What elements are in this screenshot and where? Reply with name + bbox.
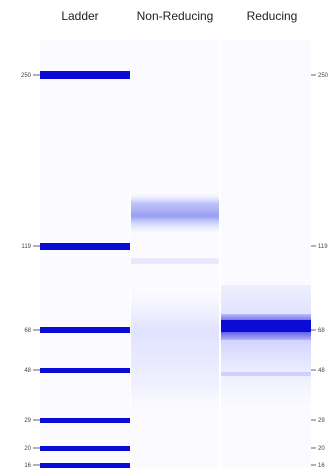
- right-axis: 250 119 68 48 29 20 16: [311, 73, 329, 469]
- right-tick-68: 68: [318, 328, 325, 334]
- lane-label-ladder: Ladder: [61, 9, 98, 23]
- ladder-band-29: [40, 418, 130, 423]
- ladder-band-20: [40, 446, 130, 451]
- left-axis: 250 119 68 48 29 20 16: [21, 73, 40, 469]
- ladder-band-119: [40, 243, 130, 250]
- reducing-faint-band: [221, 372, 311, 376]
- lane-label-reducing: Reducing: [247, 9, 298, 23]
- ladder-band-250: [40, 71, 130, 79]
- left-tick-250: 250: [21, 73, 32, 79]
- ladder-band-48: [40, 368, 130, 373]
- non-reducing-smear: [131, 292, 219, 422]
- right-tick-119: 119: [318, 244, 328, 250]
- ladder-band-68: [40, 327, 130, 333]
- right-tick-48: 48: [318, 368, 325, 374]
- left-tick-119: 119: [21, 244, 31, 250]
- ladder-band-16: [40, 463, 130, 468]
- reducing-strong-band: [221, 320, 311, 332]
- left-tick-68: 68: [24, 328, 31, 334]
- non-reducing-faint-band: [131, 258, 219, 264]
- right-tick-29: 29: [318, 418, 325, 424]
- right-tick-16: 16: [318, 463, 325, 469]
- left-tick-20: 20: [24, 446, 31, 452]
- lane-ladder-bg: [40, 40, 130, 468]
- right-tick-20: 20: [318, 446, 325, 452]
- left-tick-29: 29: [24, 418, 31, 424]
- ladder-bands: [40, 71, 130, 468]
- non-reducing-broad-band: [131, 192, 219, 236]
- right-tick-250: 250: [318, 73, 329, 79]
- left-tick-16: 16: [24, 463, 31, 469]
- reducing-smear: [221, 285, 311, 425]
- lane-label-non-reducing: Non-Reducing: [137, 9, 214, 23]
- left-tick-48: 48: [24, 368, 31, 374]
